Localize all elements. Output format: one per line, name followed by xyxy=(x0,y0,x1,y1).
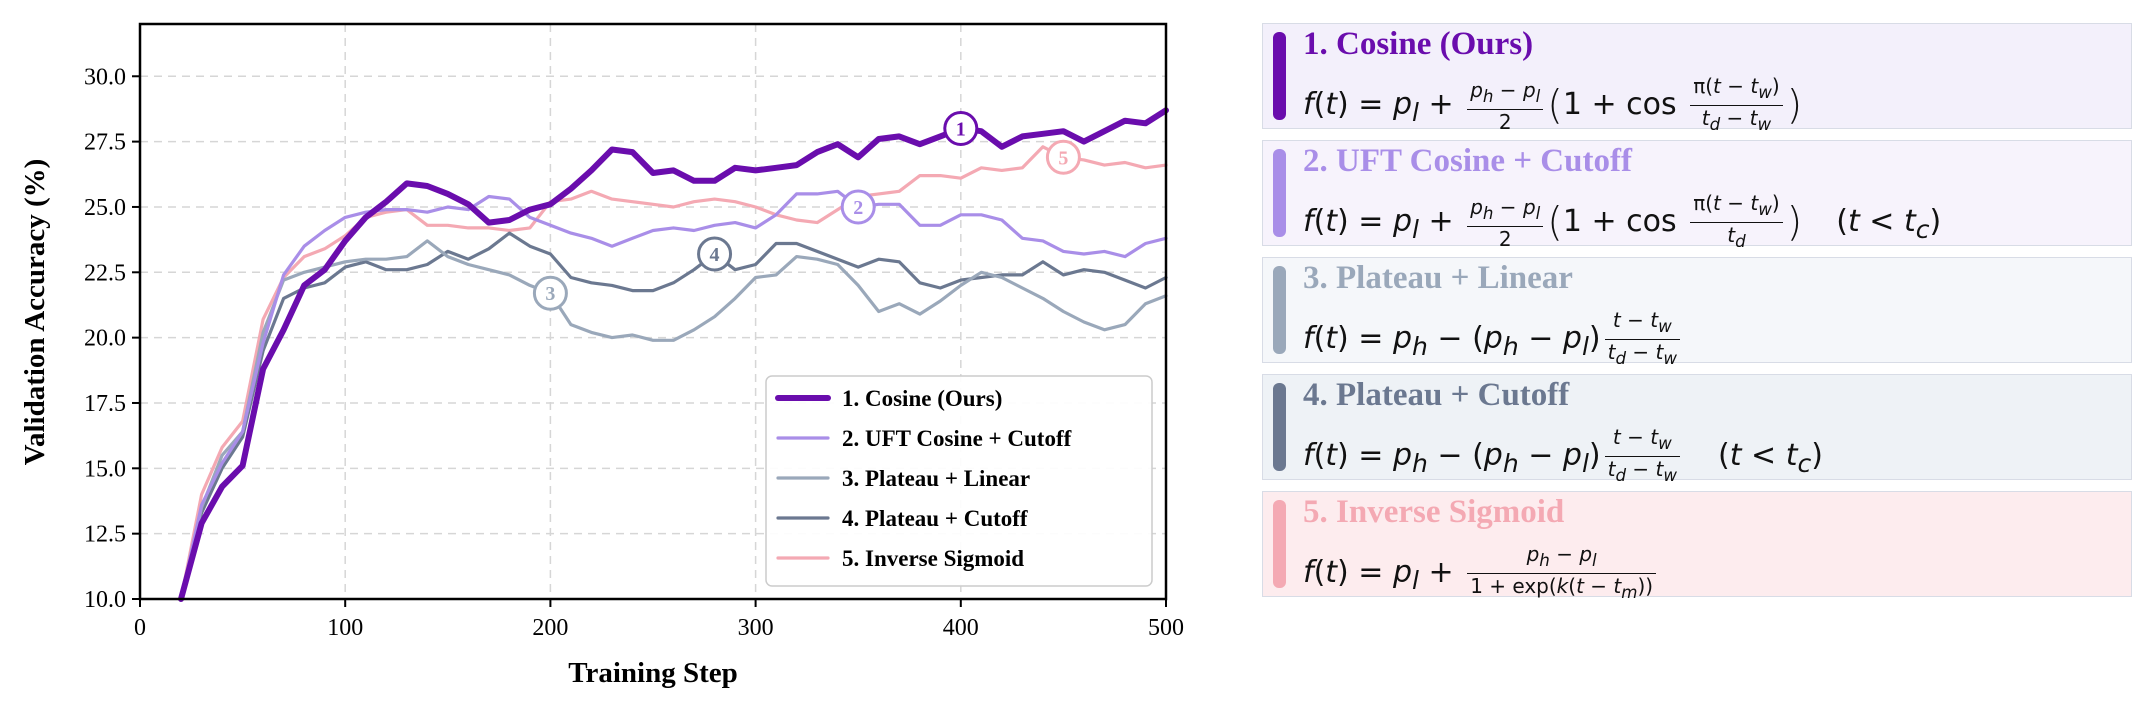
formula-panel-plateau-cutoff: 4. Plateau + Cutoff f(t) = ph − (ph − pl… xyxy=(1262,374,2132,485)
x-tick-label: 300 xyxy=(738,615,774,641)
axis-ticks: 0 100 200 300 400 500 10.0 12.5 15.0 17.5 20.0 22.5… xyxy=(84,64,1184,641)
y-tick-label: 22.5 xyxy=(84,260,126,286)
panel-color-bar xyxy=(1273,383,1286,471)
x-tick-label: 0 xyxy=(134,615,146,641)
panel-title: 2. UFT Cosine + Cutoff xyxy=(1303,143,1632,179)
legend-box xyxy=(765,375,1153,587)
y-tick-label: 15.0 xyxy=(84,456,126,482)
x-tick-label: 500 xyxy=(1148,615,1184,641)
series-line-2 xyxy=(179,189,1168,601)
formula-plateau-cutoff: f(t) = ph − (ph − pl) t − tw td − tw (t < t… xyxy=(1303,425,1823,485)
series-marker-circle xyxy=(1045,139,1081,175)
y-tick-label: 20.0 xyxy=(84,326,126,352)
y-tick-label: 17.5 xyxy=(84,391,126,417)
legend-entry: 5. Inverse Sigmoid xyxy=(842,546,1024,571)
panel-title: 4. Plateau + Cutoff xyxy=(1303,377,1570,413)
series-line-3 xyxy=(179,239,1168,601)
y-axis-label: Validation Accuracy (%) xyxy=(19,159,51,466)
formula-plateau-linear: f(t) = ph − (ph − pl) t − tw td − tw xyxy=(1303,308,1684,371)
y-tick-label: 25.0 xyxy=(84,195,126,221)
series-marker-label: 2 xyxy=(853,197,863,219)
x-tick-label: 100 xyxy=(327,615,363,641)
panel-color-bar xyxy=(1273,266,1286,354)
series-marker-circle xyxy=(943,111,979,147)
series-marker-circle xyxy=(697,236,733,272)
legend-entry: 1. Cosine (Ours) xyxy=(842,386,1002,411)
legend-entry: 3. Plateau + Linear xyxy=(842,466,1030,491)
y-tick-label: 10.0 xyxy=(84,587,126,613)
formula-panel-inverse-sigmoid: 5. Inverse Sigmoid f(t) = pl + ph − pl 1 … xyxy=(1262,491,2132,602)
series-markers: 1 2 3 4 5 xyxy=(532,111,1081,311)
y-tick-label: 27.5 xyxy=(84,130,126,156)
legend-entry: 4. Plateau + Cutoff xyxy=(842,506,1028,531)
formula-panel-plateau-linear: 3. Plateau + Linear f(t) = ph − (ph − pl… xyxy=(1262,257,2132,368)
panel-title: 3. Plateau + Linear xyxy=(1303,260,1573,296)
series-line-4 xyxy=(179,231,1168,601)
series-marker-label: 1 xyxy=(956,119,966,141)
formula-cosine: f(t) = pl + ph − pl 2 (1 + cos π(t − tw) td… xyxy=(1303,74,1803,134)
x-axis-label: Training Step xyxy=(568,657,737,689)
y-tick-label: 12.5 xyxy=(84,522,126,548)
chart-legend: 1. Cosine (Ours) 2. UFT Cosine + Cutoff 3.… xyxy=(765,375,1153,587)
y-tick-label: 30.0 xyxy=(84,64,126,90)
x-tick-label: 400 xyxy=(943,615,979,641)
panel-color-bar xyxy=(1273,500,1286,588)
validation-accuracy-chart: 1 2 3 4 5 0 100 200 300 400 500 10.0 12.5 15.0 17.5 20… xyxy=(19,22,1184,689)
series-line-5 xyxy=(179,145,1168,601)
series-line-1 xyxy=(178,107,1169,602)
formula-uft-cosine-cutoff: f(t) = pl + ph − pl 2 (1 + cos π(t − tw) td… xyxy=(1303,191,1942,251)
series-marker-circle xyxy=(532,275,568,311)
series-marker-label: 3 xyxy=(545,283,555,305)
formula-panel-cosine: 1. Cosine (Ours) f(t) = pl + ph − pl 2 (1 … xyxy=(1262,23,2132,134)
series-lines xyxy=(178,107,1169,602)
formula-panel-uft-cosine-cutoff: 2. UFT Cosine + Cutoff f(t) = pl + ph − … xyxy=(1262,140,2132,251)
panel-title: 5. Inverse Sigmoid xyxy=(1303,494,1565,530)
series-marker-circle xyxy=(840,189,876,225)
x-tick-label: 200 xyxy=(532,615,568,641)
series-marker-label: 5 xyxy=(1058,147,1068,169)
panel-color-bar xyxy=(1273,32,1286,120)
panel-color-bar xyxy=(1273,149,1286,237)
series-marker-label: 4 xyxy=(710,244,720,266)
plot-frame xyxy=(138,22,1168,601)
panel-title: 1. Cosine (Ours) xyxy=(1303,26,1534,62)
legend-entry: 2. UFT Cosine + Cutoff xyxy=(842,426,1072,451)
formula-inverse-sigmoid: f(t) = pl + ph − pl 1 + exp(k(t − tm)) xyxy=(1303,542,1660,605)
